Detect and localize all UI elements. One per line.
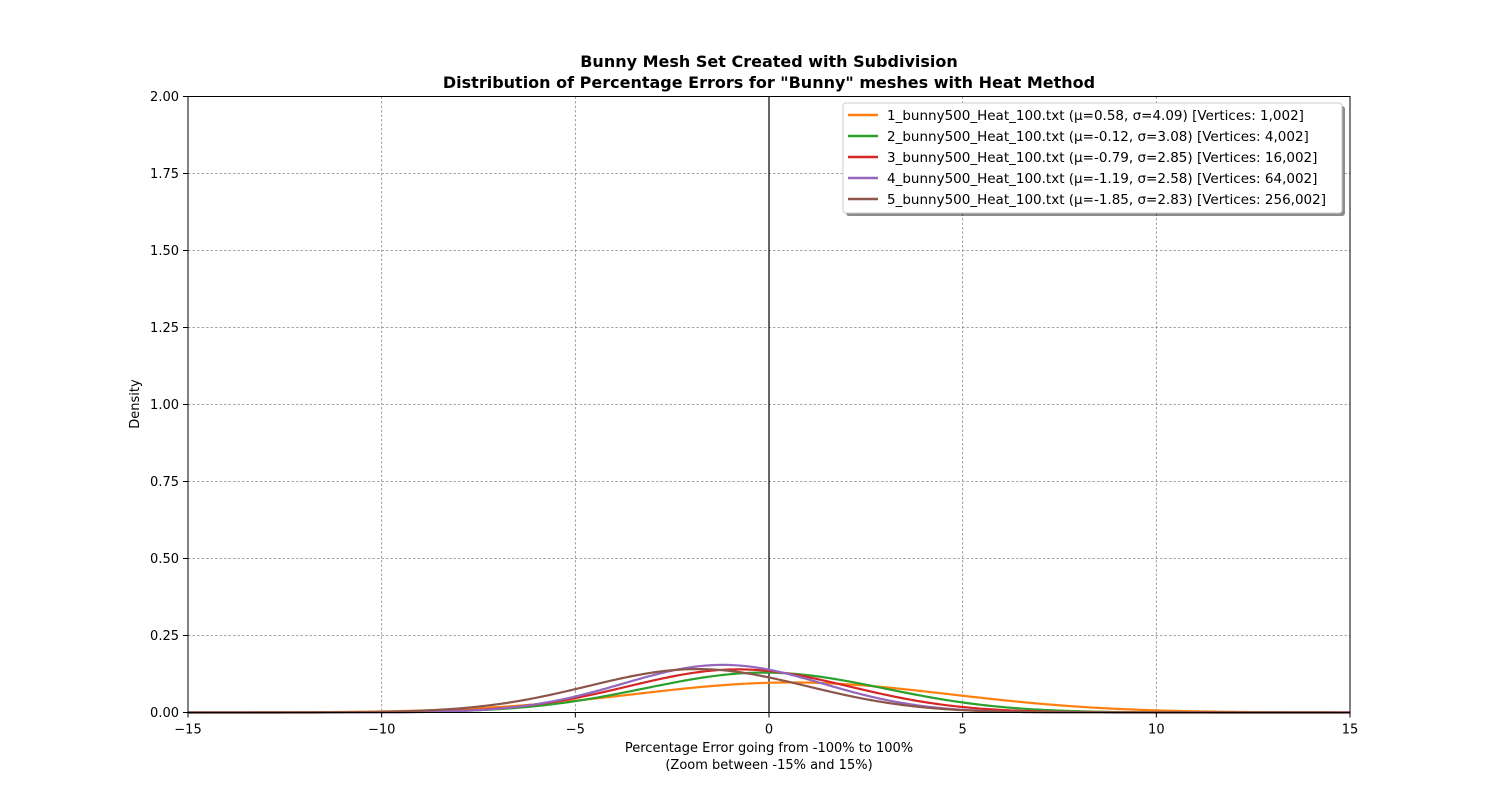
legend-label-1: 1_bunny500_Heat_100.txt (μ=0.58, σ=4.09)… [887, 108, 1304, 124]
legend-label-2: 2_bunny500_Heat_100.txt (μ=-0.12, σ=3.08… [887, 129, 1309, 145]
y-tick-label: 0.25 [150, 629, 179, 644]
legend-entries: 1_bunny500_Heat_100.txt (μ=0.58, σ=4.09)… [848, 108, 1326, 208]
legend: 1_bunny500_Heat_100.txt (μ=0.58, σ=4.09)… [842, 102, 1345, 216]
y-tick-label: 0.75 [150, 475, 179, 490]
y-tick-label: 1.00 [150, 398, 179, 413]
y-tick-label: 0.50 [150, 552, 179, 567]
y-tick-label: 1.75 [150, 167, 179, 182]
x-tick-label: 15 [1342, 723, 1359, 738]
legend-label-5: 5_bunny500_Heat_100.txt (μ=-1.85, σ=2.83… [887, 192, 1326, 208]
legend-label-4: 4_bunny500_Heat_100.txt (μ=-1.19, σ=2.58… [887, 171, 1317, 187]
x-tick-label: −10 [368, 723, 395, 738]
x-tick-label: 5 [959, 723, 967, 738]
chart-title: Bunny Mesh Set Created with Subdivision [580, 52, 958, 71]
y-axis-label: Density [128, 379, 143, 429]
x-tick-label: −5 [566, 723, 585, 738]
x-axis-label: Percentage Error going from -100% to 100… [625, 741, 913, 756]
y-tick-label: 1.50 [150, 244, 179, 259]
axis-ticks: −15 −10 −5 0 5 10 15 0.00 0.25 0.50 0.75 1.00 1.25 1.… [150, 90, 1358, 738]
chart-subtitle: Distribution of Percentage Errors for "B… [443, 73, 1095, 92]
legend-label-3: 3_bunny500_Heat_100.txt (μ=-0.79, σ=2.85… [887, 150, 1317, 166]
x-axis-sublabel: (Zoom between -15% and 15%) [665, 758, 872, 773]
y-tick-label: 2.00 [150, 90, 179, 105]
y-tick-label: 0.00 [150, 706, 179, 721]
x-tick-label: 10 [1148, 723, 1165, 738]
x-tick-label: −15 [174, 723, 201, 738]
legend-box [842, 102, 1343, 214]
y-tick-label: 1.25 [150, 321, 179, 336]
x-tick-label: 0 [765, 723, 773, 738]
